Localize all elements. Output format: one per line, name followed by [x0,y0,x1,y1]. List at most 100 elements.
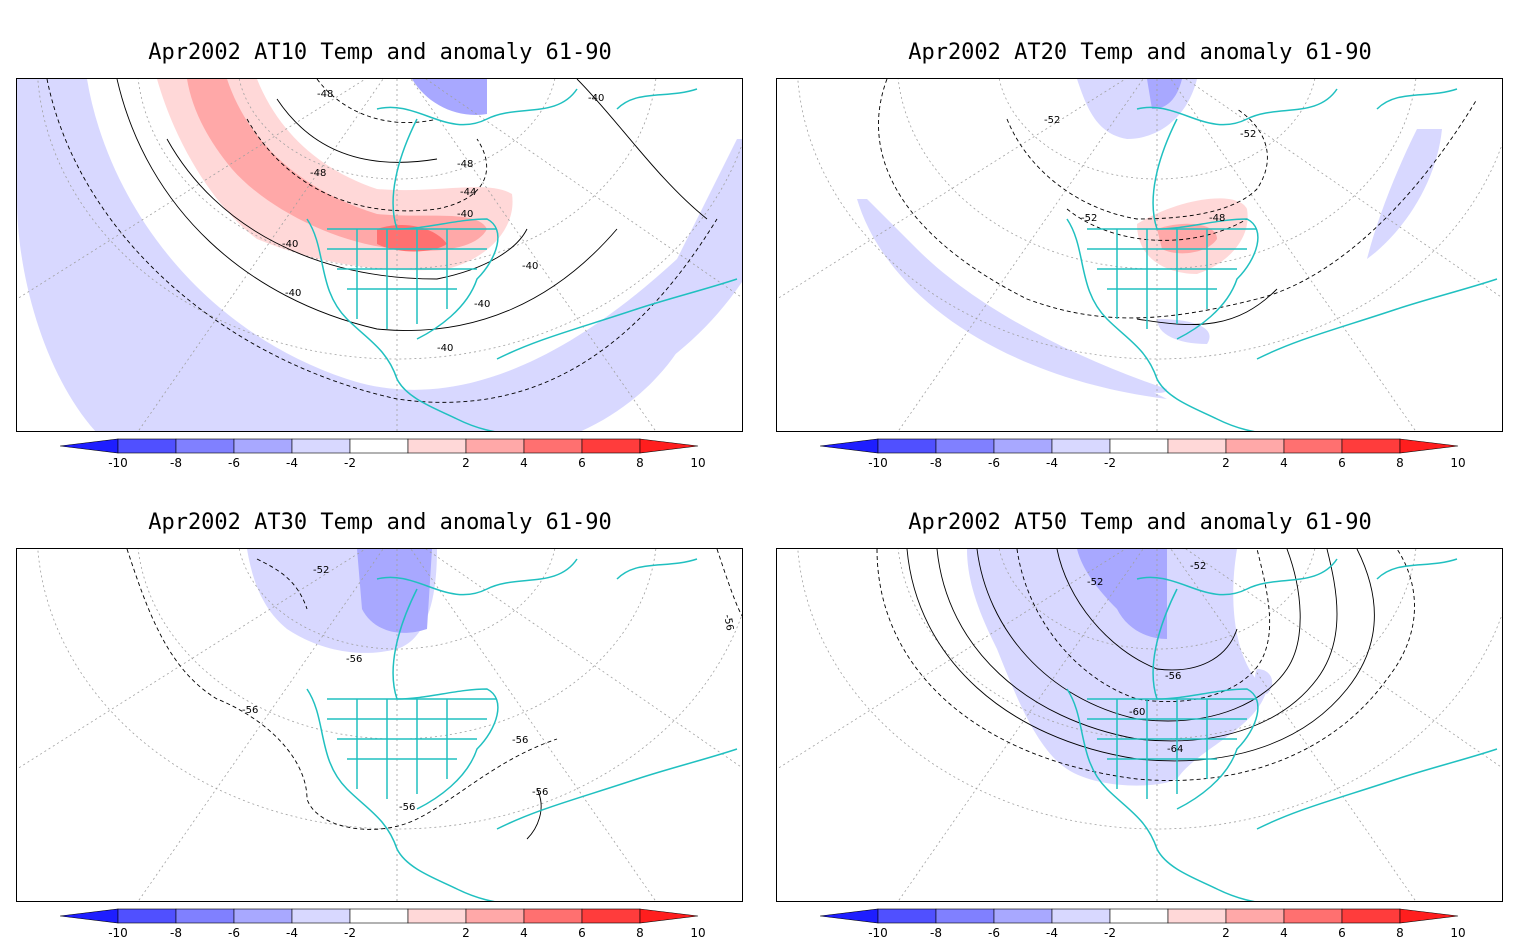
colorbar-tick-label: -10 [868,926,888,940]
colorbar-segment [1341,438,1401,454]
colorbar-tick-label: 4 [1280,456,1288,470]
colorbar-segment [465,438,525,454]
anomaly-positive-region [377,224,447,252]
panel-title: Apr2002 AT30 Temp and anomaly 61-90 [148,510,612,535]
colorbar-tick-label: -8 [170,456,182,470]
colorbar-arrow-low [820,438,879,454]
colorbar-tick-label: 10 [1450,926,1466,940]
map-at50: -52 -52 -56 -60 -64 [776,548,1503,902]
contour-label: -56 [346,654,362,665]
coastlines [306,88,738,431]
colorbar-segment [1341,908,1401,924]
colorbar-segment [349,438,409,454]
colorbar-tick-label: 2 [1222,456,1230,470]
contour-label: -40 [522,261,538,272]
map-canvas: -52 -56 -56 -56 -56 -56 -56 [17,549,742,901]
contour-label: -52 [1240,129,1256,140]
anomaly-negative-region [867,199,1167,393]
colorbar-tick-label: -2 [1104,926,1116,940]
contour-label: -56 [1165,671,1181,682]
contour-label: -48 [1209,213,1225,224]
colorbar-segment [233,908,293,924]
colorbar-tick-label: -10 [868,456,888,470]
map-at10: -48 -48 -48 -44 -40 -40 -40 -40 -40 -40 … [16,78,743,432]
panel-at20: Apr2002 AT20 Temp and anomaly 61-90 [760,0,1520,470]
colorbar-segment [175,908,235,924]
panel-title: Apr2002 AT10 Temp and anomaly 61-90 [148,40,612,65]
colorbar-tick-label: -6 [228,926,240,940]
panel-at10: Apr2002 AT10 Temp and anomaly 61-90 [0,0,760,470]
colorbar [60,908,699,924]
colorbar-segment [117,908,177,924]
contour-label: -56 [721,614,735,632]
colorbar-segment [233,438,293,454]
contours [46,79,718,403]
colorbar-tick-label: 6 [578,926,586,940]
colorbar-segment [993,438,1053,454]
colorbar-tick-label: 4 [1280,926,1288,940]
colorbar-segment [1225,908,1285,924]
colorbar-tick-label: 10 [690,456,706,470]
anomaly-negative-region [357,549,432,633]
colorbar-segment [407,908,467,924]
colorbar [820,438,1459,454]
contour-label: -40 [437,343,453,354]
map-canvas: -52 -52 -56 -60 -64 [777,549,1502,901]
anomaly-negative-region [1255,669,1273,694]
colorbar-segment [349,908,409,924]
colorbar-tick-label: -4 [1046,456,1058,470]
colorbar-segment [465,908,525,924]
colorbar-tick-label: -6 [988,456,1000,470]
colorbar-tick-label: -4 [286,926,298,940]
coastlines [306,558,738,901]
colorbar-arrow-low [820,908,879,924]
anomaly-negative-region [1157,319,1210,344]
anomaly-negative-region [1367,129,1442,259]
colorbar-segment [877,908,937,924]
contours [126,549,742,840]
contour-label: -64 [1167,744,1183,755]
panel-at30: Apr2002 AT30 Temp and anomaly 61-90 [0,470,760,940]
anomaly-negative-region [1147,79,1182,109]
colorbar-tick-label: 6 [1338,456,1346,470]
colorbar-tick-label: -6 [228,456,240,470]
contour-label: -40 [285,288,301,299]
colorbar-segment [935,908,995,924]
contour-label: -52 [1044,115,1060,126]
contour-label: -52 [1081,213,1097,224]
colorbar-segment [175,438,235,454]
contour-label: -56 [399,802,415,813]
colorbar-tick-label: 2 [462,456,470,470]
colorbar-tick-label: -4 [286,456,298,470]
contour-label: -44 [460,187,476,198]
contour-label: -48 [310,168,326,179]
colorbar-segment [1283,908,1343,924]
colorbar-tick-label: 6 [1338,926,1346,940]
colorbar-tick-label: -2 [344,456,356,470]
colorbar-segment [1167,438,1227,454]
map-canvas: -52 -52 -52 -48 [777,79,1502,431]
colorbar-arrow-high [1399,908,1459,924]
contour-label: -60 [1129,707,1145,718]
map-at20: -52 -52 -52 -48 [776,78,1503,432]
colorbar-tick-label: 8 [1396,926,1404,940]
colorbar-segment [523,438,583,454]
anomaly-negative-region [1077,549,1167,639]
colorbar-segment [581,908,641,924]
colorbar-segment [1051,438,1111,454]
colorbar-tick-label: -4 [1046,926,1058,940]
colorbar-tick-label: 10 [690,926,706,940]
colorbar-segment [993,908,1053,924]
colorbar-segment [1109,438,1169,454]
contour-label: -48 [457,159,473,170]
colorbar-tick-label: 4 [520,926,528,940]
map-at30: -52 -56 -56 -56 -56 -56 -56 [16,548,743,902]
panel-title: Apr2002 AT20 Temp and anomaly 61-90 [908,40,1372,65]
contour-label: -52 [1087,577,1103,588]
contour-label: -40 [588,93,604,104]
colorbar-tick-label: -8 [930,926,942,940]
anomaly-negative-region [412,79,487,115]
colorbar [820,908,1459,924]
colorbar-segment [1051,908,1111,924]
colorbar-tick-label: -8 [170,926,182,940]
